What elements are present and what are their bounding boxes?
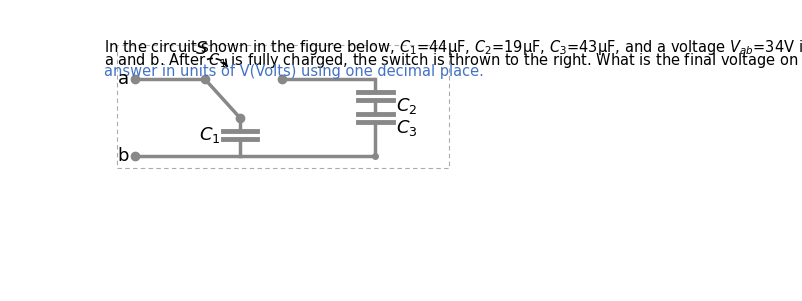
Text: In the circuit shown in the figure below, $C_1$=44μF, $C_2$=19μF, $C_3$=43μF, an: In the circuit shown in the figure below… (104, 38, 802, 57)
Text: S: S (195, 40, 207, 58)
Text: b: b (117, 147, 129, 165)
Text: $C_3$: $C_3$ (396, 118, 417, 138)
Text: answer in units of V(Volts) using one decimal place.: answer in units of V(Volts) using one de… (104, 64, 484, 79)
Text: $C_2$: $C_2$ (396, 96, 417, 116)
Text: $C_1$: $C_1$ (199, 125, 221, 145)
Text: a: a (118, 70, 129, 88)
Text: a and b. After $C_1$ is fully charged, the switch is thrown to the right. What i: a and b. After $C_1$ is fully charged, t… (104, 51, 802, 70)
